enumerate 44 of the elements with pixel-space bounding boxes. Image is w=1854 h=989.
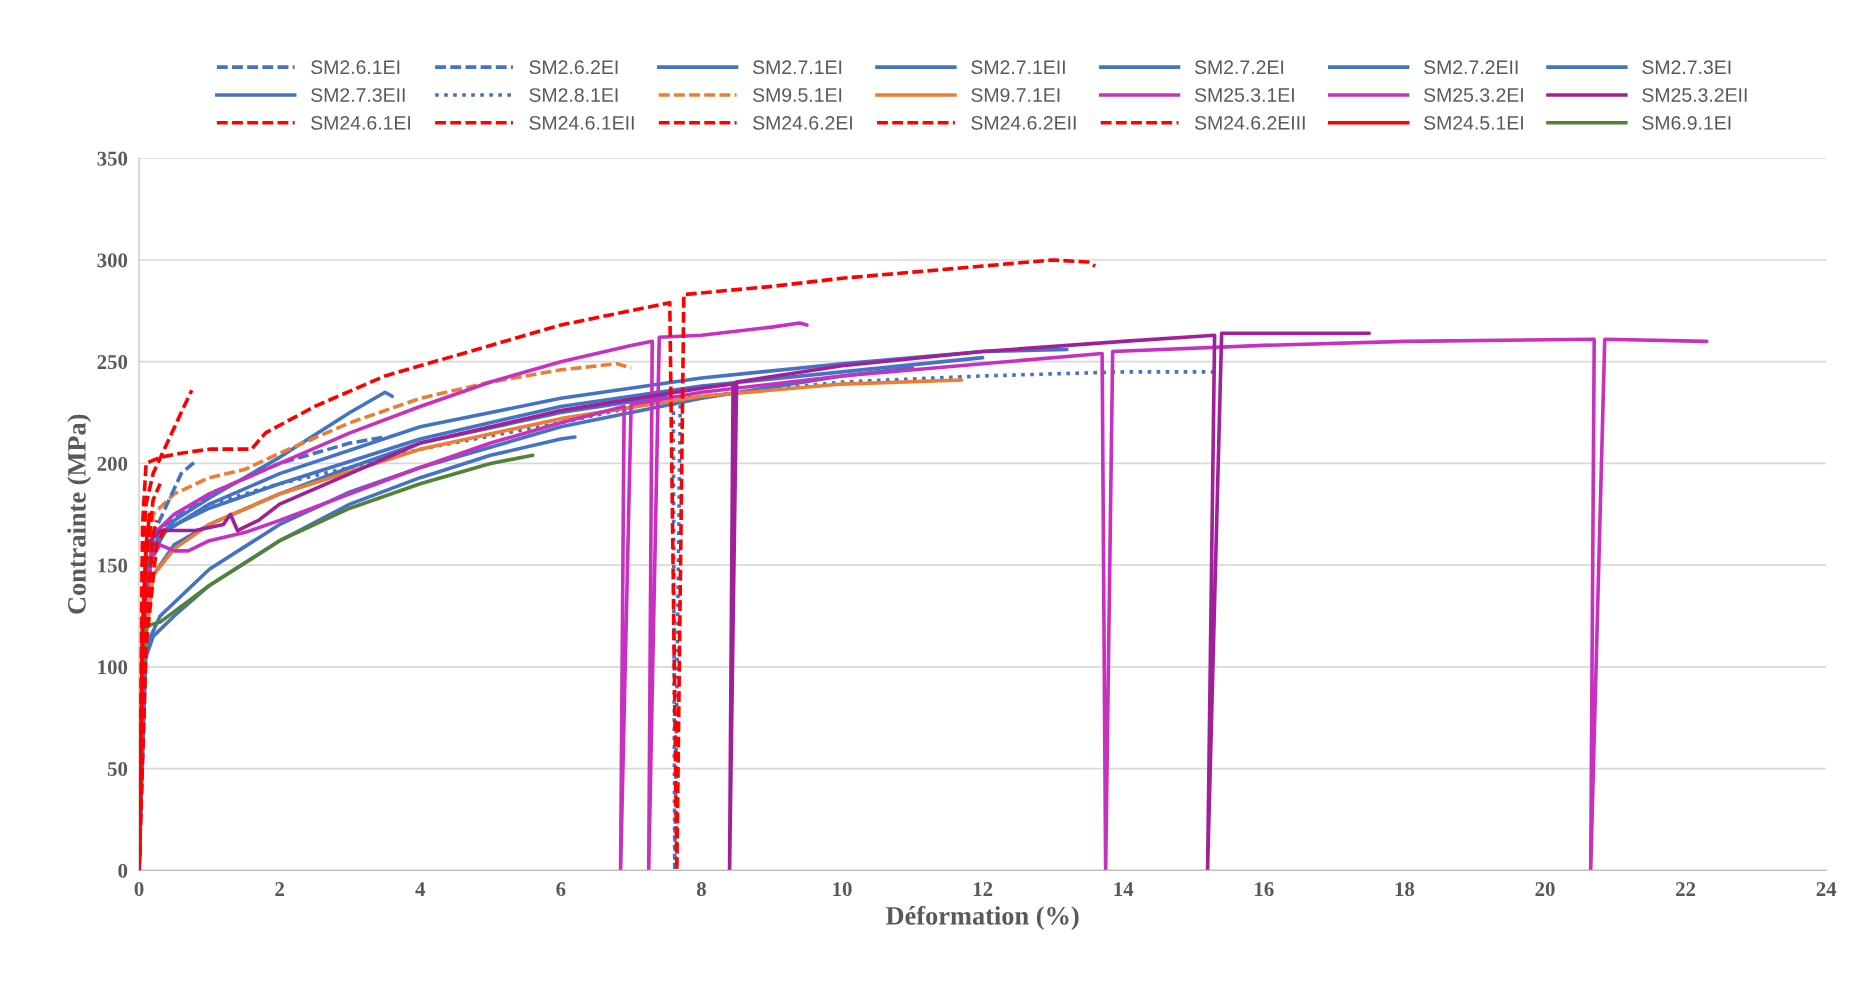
x-tick-label: 22 [1676, 882, 1696, 896]
legend-label: SM2.8.1EI [529, 88, 618, 102]
x-tick-label: 0 [134, 882, 144, 897]
x-tick-label: 6 [556, 882, 566, 897]
y-axis-title: Contrainte (MPa) [67, 414, 92, 614]
x-tick-label: 24 [1816, 882, 1837, 896]
y-tick-label: 300 [97, 253, 128, 268]
legend-label: SM24.6.1EI [311, 116, 411, 130]
y-tick-label: 250 [97, 355, 128, 370]
legend-label: SM24.6.2EI [753, 116, 852, 130]
legend-label: SM2.7.1EI [753, 60, 842, 75]
x-axis-title: Déformation (%) [885, 905, 1079, 931]
x-tick-label: 8 [696, 882, 706, 897]
legend-label: SM2.6.2EI [529, 60, 618, 75]
y-tick-label: 350 [97, 151, 128, 166]
legend-label: SM2.7.2EII [1424, 60, 1518, 75]
y-tick-label: 100 [98, 660, 128, 675]
y-tick-label: 0 [118, 863, 128, 878]
legend-label: SM25.3.2EII [1642, 88, 1747, 102]
y-tick-label: 50 [107, 761, 128, 777]
x-tick-label: 16 [1255, 882, 1274, 897]
legend-label: SM25.3.2EI [1424, 88, 1523, 102]
x-tick-label: 10 [833, 882, 852, 897]
x-tick-label: 2 [275, 882, 284, 896]
legend-label: SM2.7.1EII [971, 60, 1065, 75]
legend-label: SM24.6.2EII [971, 116, 1076, 130]
legend-label: SM24.6.1EII [529, 116, 634, 130]
legend-label: SM25.3.1EI [1194, 88, 1294, 102]
x-tick-label: 14 [1114, 882, 1134, 896]
y-tick-label: 200 [97, 456, 128, 471]
x-tick-label: 12 [973, 882, 993, 896]
x-tick-label: 18 [1395, 882, 1415, 897]
legend-label: SM2.7.3EII [311, 88, 405, 102]
x-tick-label: 4 [415, 882, 426, 896]
legend-label: SM2.6.1EI [311, 60, 400, 75]
x-tick-label: 20 [1535, 882, 1555, 897]
legend-label: SM24.6.2EIII [1194, 116, 1305, 130]
legend-label: SM9.5.1EI [753, 88, 842, 102]
y-tick-label: 150 [98, 558, 128, 573]
legend-label: SM2.7.3EI [1642, 60, 1731, 75]
legend-label: SM24.5.1EI [1424, 116, 1523, 130]
legend-label: SM6.9.1EI [1642, 116, 1731, 130]
legend-label: SM2.7.2EI [1194, 60, 1284, 75]
legend-label: SM9.7.1EI [971, 88, 1060, 102]
